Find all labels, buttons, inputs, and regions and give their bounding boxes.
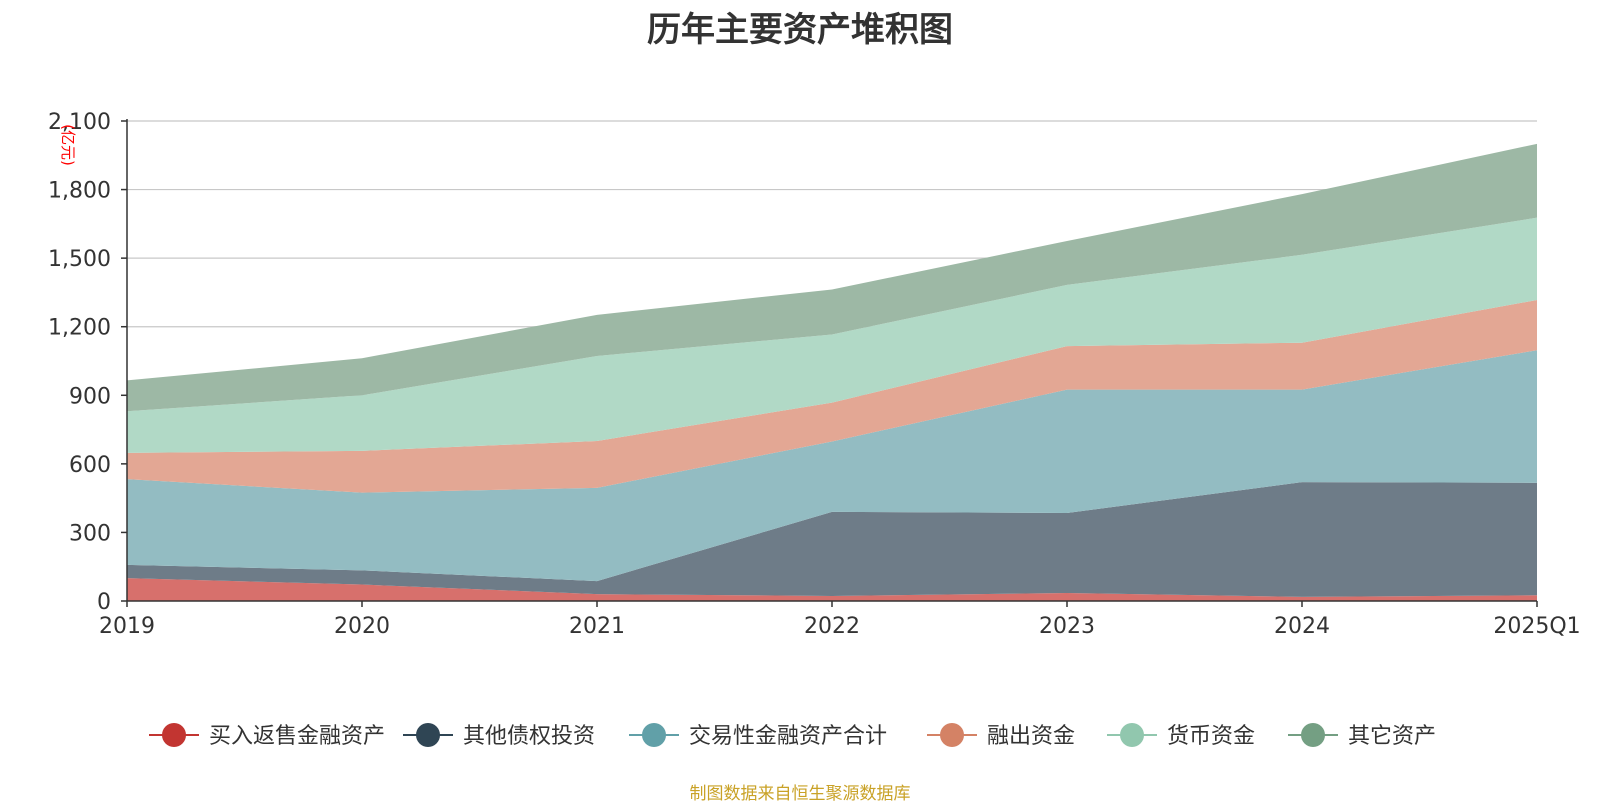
chart-title: 历年主要资产堆积图 (647, 10, 953, 50)
y-tick-label: 1,500 (48, 247, 111, 272)
legend-marker (162, 723, 186, 747)
area-series-6 (127, 143, 1537, 412)
area-series-4 (127, 299, 1537, 493)
x-tick-label: 2021 (569, 614, 625, 639)
legend-label: 其它资产 (1348, 724, 1436, 749)
legend-item-5: 货币资金 (1107, 723, 1255, 749)
legend-item-2: 其他债权投资 (403, 723, 595, 749)
source-note: 制图数据来自恒生聚源数据库 (689, 784, 911, 804)
area-series-5 (127, 217, 1537, 453)
area-series-2 (127, 482, 1537, 597)
legend-item-4: 融出资金 (927, 723, 1075, 749)
legend-label: 买入返售金融资产 (209, 724, 385, 749)
x-tick-label: 2025Q1 (1493, 614, 1580, 639)
legend-marker (940, 723, 964, 747)
y-axis-unit-label: (亿元) (59, 124, 77, 166)
x-tick-label: 2020 (334, 614, 390, 639)
x-tick-label: 2023 (1039, 614, 1095, 639)
y-tick-label: 1,200 (48, 316, 111, 341)
legend-label: 交易性金融资产合计 (689, 724, 887, 749)
legend-item-6: 其它资产 (1288, 723, 1436, 749)
y-tick-label: 300 (69, 521, 111, 546)
area-series (127, 143, 1537, 601)
x-tick-label: 2024 (1274, 614, 1330, 639)
y-tick-label: 2,100 (48, 110, 111, 135)
x-tick-label: 2019 (99, 614, 155, 639)
legend-marker (642, 723, 666, 747)
y-tick-label: 900 (69, 384, 111, 409)
x-tick-label: 2022 (804, 614, 860, 639)
axes: 0 300 600 900 1,200 1,500 1,800 2,100 2019 2020 20… (48, 110, 1581, 639)
legend-marker (416, 723, 440, 747)
legend-label: 货币资金 (1167, 724, 1255, 749)
legend-item-1: 买入返售金融资产 (149, 723, 385, 749)
legend-marker (1120, 723, 1144, 747)
y-tick-label: 600 (69, 453, 111, 478)
area-series-3 (127, 350, 1537, 582)
legend-label: 融出资金 (987, 724, 1075, 749)
legend: 买入返售金融资产 其他债权投资 交易性金融资产合计 融出资金 货币资金 其它资产 (149, 723, 1436, 749)
area-series-1 (127, 578, 1537, 601)
y-tick-label: 0 (97, 590, 111, 615)
y-tick-label: 1,800 (48, 179, 111, 204)
legend-label: 其他债权投资 (463, 724, 595, 749)
legend-marker (1301, 723, 1325, 747)
legend-item-3: 交易性金融资产合计 (629, 723, 887, 749)
